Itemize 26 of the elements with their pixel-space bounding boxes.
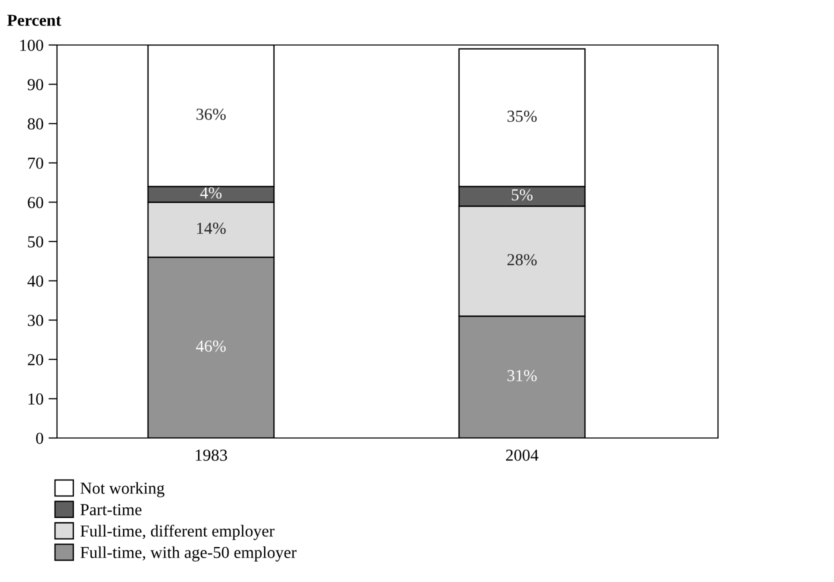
data-label: 28%: [507, 254, 537, 266]
y-tick-label: 80: [28, 118, 44, 130]
legend-label: Full-time, different employer: [80, 524, 274, 540]
data-label: 31%: [508, 370, 537, 382]
data-label: 5%: [512, 189, 533, 201]
y-tick-label: 40: [27, 276, 44, 287]
x-tick-label: 2004: [506, 450, 538, 461]
legend-label: Not working: [80, 482, 164, 498]
legend-label: Full-time, with age-50 employer: [80, 546, 296, 562]
y-tick-label: 0: [36, 432, 44, 444]
y-tick-label: 60: [28, 196, 44, 208]
data-label: 36%: [196, 108, 226, 120]
y-tick-label: 20: [28, 354, 44, 366]
legend-label: Part-time: [80, 504, 142, 516]
y-tick-label: 30: [28, 314, 44, 326]
y-tick-label: 10: [28, 393, 44, 405]
y-tick-label: 100: [20, 40, 44, 51]
data-label: 14%: [197, 222, 226, 234]
y-tick-label: 90: [28, 79, 44, 90]
x-tick-label: 1983: [196, 450, 228, 461]
data-label: 35%: [508, 110, 537, 122]
data-label: 46%: [196, 340, 226, 352]
data-label: 4%: [200, 187, 222, 199]
y-tick-label: 50: [28, 236, 44, 248]
y-tick-label: 70: [28, 158, 44, 169]
y-axis-title: Percent: [7, 14, 62, 26]
